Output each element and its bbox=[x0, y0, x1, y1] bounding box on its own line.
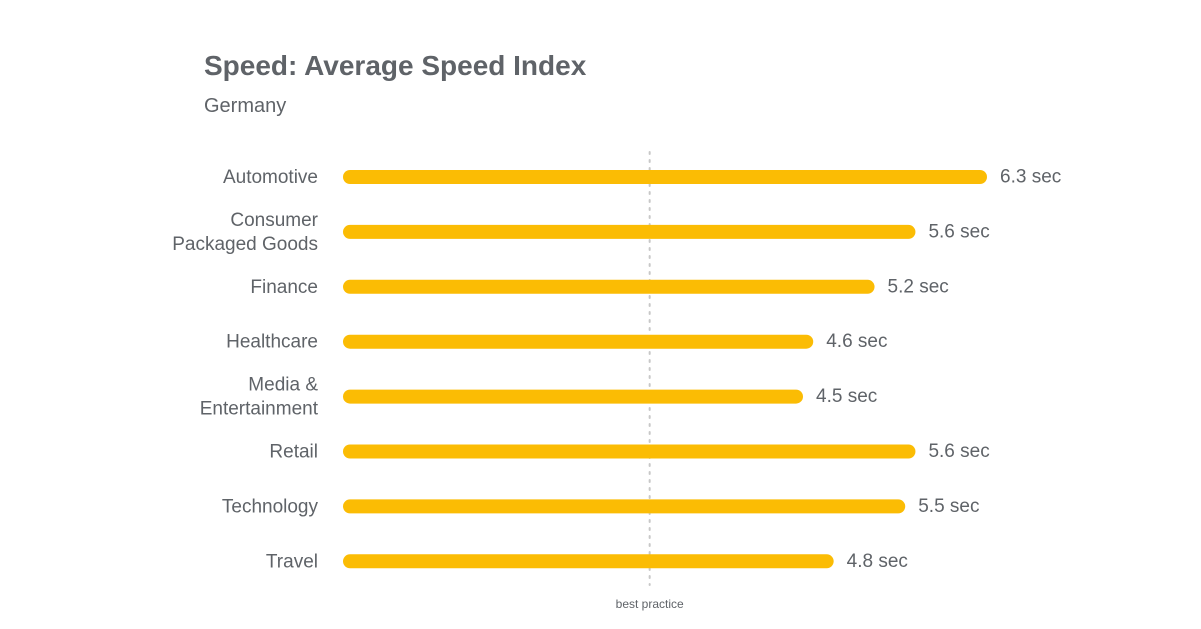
bar bbox=[343, 389, 803, 404]
value-label: 4.8 sec bbox=[847, 551, 908, 572]
category-label: Technology bbox=[222, 496, 319, 517]
category-label: Media & Entertainment bbox=[200, 374, 319, 419]
category-label: Automotive bbox=[223, 167, 318, 188]
bar bbox=[343, 224, 916, 239]
bar bbox=[343, 170, 987, 184]
chart-subtitle: Germany bbox=[204, 95, 287, 117]
value-label: 5.2 sec bbox=[888, 276, 949, 297]
category-label: Healthcare bbox=[226, 331, 318, 352]
value-label: 5.6 sec bbox=[928, 441, 989, 462]
best-practice-label: best practice bbox=[616, 597, 684, 611]
value-label: 4.5 sec bbox=[816, 386, 877, 407]
category-label: Retail bbox=[269, 441, 318, 462]
value-label: 4.6 sec bbox=[826, 331, 887, 352]
bar bbox=[343, 279, 875, 294]
chart-title: Speed: Average Speed Index bbox=[204, 50, 587, 81]
bar bbox=[343, 554, 834, 569]
value-label: 6.3 sec bbox=[1000, 167, 1061, 188]
category-label: Consumer Packaged Goods bbox=[172, 209, 318, 254]
value-label: 5.5 sec bbox=[918, 496, 979, 517]
bar bbox=[343, 334, 814, 349]
bar bbox=[343, 444, 916, 459]
category-label: Finance bbox=[250, 276, 318, 297]
bar bbox=[343, 499, 906, 514]
category-label: Travel bbox=[266, 551, 318, 572]
value-label: 5.6 sec bbox=[928, 221, 989, 242]
